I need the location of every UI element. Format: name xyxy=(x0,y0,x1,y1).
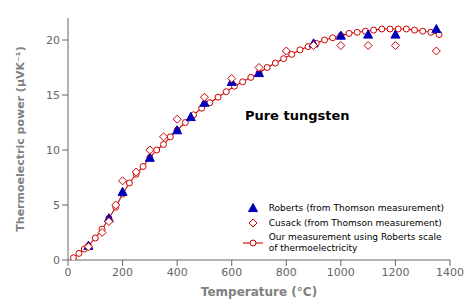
svg-text:1400: 1400 xyxy=(436,266,464,279)
svg-text:15: 15 xyxy=(46,89,60,102)
svg-text:Thermoelectric power (μVK⁻¹): Thermoelectric power (μVK⁻¹) xyxy=(14,46,27,231)
svg-text:0: 0 xyxy=(65,266,72,279)
svg-text:0: 0 xyxy=(53,254,60,267)
svg-text:800: 800 xyxy=(276,266,297,279)
html-text:Roberts (from Thomson measurem: Roberts (from Thomson measurement) xyxy=(268,202,444,213)
svg-text:1000: 1000 xyxy=(327,266,355,279)
svg-text:600: 600 xyxy=(221,266,242,279)
html-text:Our measurement using Roberts: Our measurement using Roberts scale xyxy=(268,232,442,242)
html-text:of thermoelectricity: of thermoelectricity xyxy=(268,243,358,253)
html-text:Pure tungsten: Pure tungsten xyxy=(244,107,350,123)
svg-text:20: 20 xyxy=(46,34,60,47)
html-text:Cusack (from Thomson measureme: Cusack (from Thomson measurement) xyxy=(268,217,442,228)
svg-text:10: 10 xyxy=(46,144,60,157)
svg-text:400: 400 xyxy=(167,266,188,279)
svg-text:5: 5 xyxy=(53,199,60,212)
svg-text:1200: 1200 xyxy=(381,266,409,279)
svg-text:Temperature (°C): Temperature (°C) xyxy=(201,285,317,299)
svg-text:200: 200 xyxy=(112,266,133,279)
